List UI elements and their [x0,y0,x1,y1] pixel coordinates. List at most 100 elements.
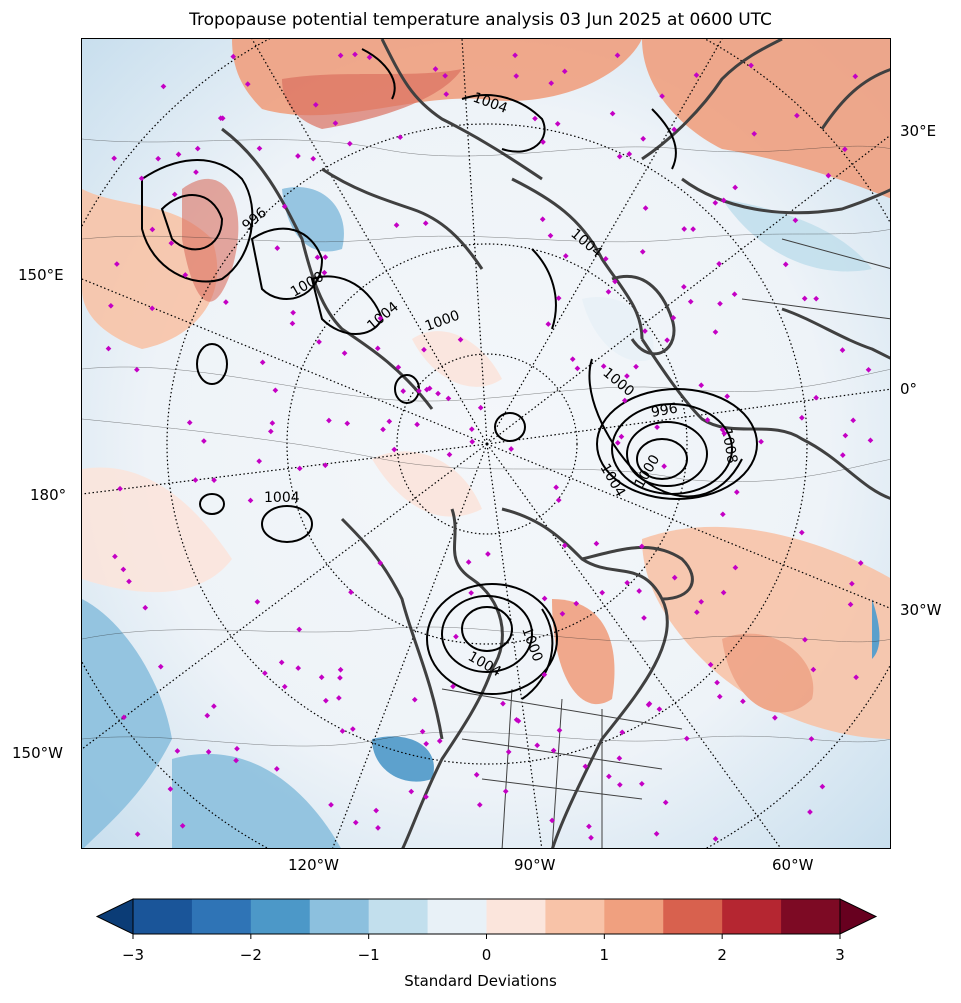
station-marker [321,269,328,276]
station-marker [310,155,317,162]
station-marker [541,671,548,678]
station-marker [731,291,738,298]
lon-label-right: 0° [900,380,918,398]
station-marker [194,145,201,152]
station-marker [661,463,667,470]
station-marker [336,695,342,701]
colorbar-segment [604,899,664,934]
station-marker [295,665,302,671]
station-marker [707,661,714,668]
station-marker [636,588,643,594]
station-marker [772,714,778,721]
station-marker [267,428,274,435]
station-marker [230,53,237,60]
station-marker [142,604,149,611]
station-marker [348,589,354,596]
station-marker [332,120,339,127]
station-marker [532,115,538,122]
analysis-map: 1004 1004 1000 996 1004 1000 996 1004 10… [82,39,890,848]
station-marker [346,140,353,147]
station-marker [614,52,621,59]
colorbar-tick-label: 1 [599,946,610,964]
station-marker [256,145,263,152]
station-marker [534,742,541,749]
station-marker [541,595,548,602]
station-marker [619,729,626,736]
colorbar-tick-label: −2 [239,946,262,964]
station-marker [386,418,393,425]
station-marker [322,254,329,261]
station-marker [599,589,606,596]
station-marker [670,314,677,321]
colorbar-segment [133,899,193,934]
station-marker [233,757,239,764]
station-marker [468,590,474,596]
station-marker [112,553,118,560]
station-marker [281,203,288,210]
station-marker [555,497,562,503]
station-marker [698,382,705,389]
contour-label: 996 [650,401,679,421]
mslp-contours [141,48,758,700]
station-marker [662,799,669,806]
station-marker [639,248,646,255]
station-marker [588,834,594,841]
station-marker [602,256,609,262]
station-marker [211,703,217,710]
station-marker [289,320,296,327]
station-marker [149,226,156,233]
colorbar-outline [132,898,841,935]
station-marker [326,417,332,424]
station-marker [593,540,600,547]
station-marker [234,745,240,752]
station-marker [314,254,321,261]
station-marker [500,700,506,707]
station-marker [813,295,819,302]
station-marker [618,433,625,440]
colorbar-segment [722,899,782,934]
station-marker [687,298,694,305]
station-marker [802,636,808,643]
station-marker [211,477,217,483]
lon-label-left: 150°W [12,744,63,762]
contour-label: 1004 [264,490,300,506]
station-marker [126,578,132,585]
station-marker [473,771,480,778]
station-marker [617,781,623,788]
colorbar-segment [250,899,311,934]
station-marker [867,437,874,444]
station-marker [616,755,623,762]
station-marker [138,175,145,182]
station-marker [808,736,815,742]
station-marker [350,726,356,732]
station-marker [182,272,189,278]
station-marker [244,81,251,87]
station-marker [149,305,156,312]
station-marker [561,68,568,75]
station-marker [262,670,268,677]
station-marker [171,191,178,198]
station-marker [269,420,276,426]
station-marker [562,253,569,259]
station-marker [606,773,612,780]
colorbar-segment [486,899,546,934]
station-marker [416,388,422,394]
station-markers [105,51,874,842]
station-marker [121,714,127,721]
station-marker [720,197,727,204]
colorbar-tick-label: −3 [121,946,145,964]
station-marker [582,763,589,770]
graticule [82,39,890,848]
station-marker [732,564,739,571]
station-marker [445,395,452,402]
station-marker [341,350,348,356]
station-marker [174,748,181,754]
station-marker [569,356,576,362]
station-marker [586,823,592,830]
station-marker [782,261,789,268]
contour-label: 1008 [718,427,740,465]
station-marker [614,439,621,446]
lon-label-bottom: 60°W [772,856,814,874]
station-marker [653,830,660,837]
station-marker [296,626,303,633]
